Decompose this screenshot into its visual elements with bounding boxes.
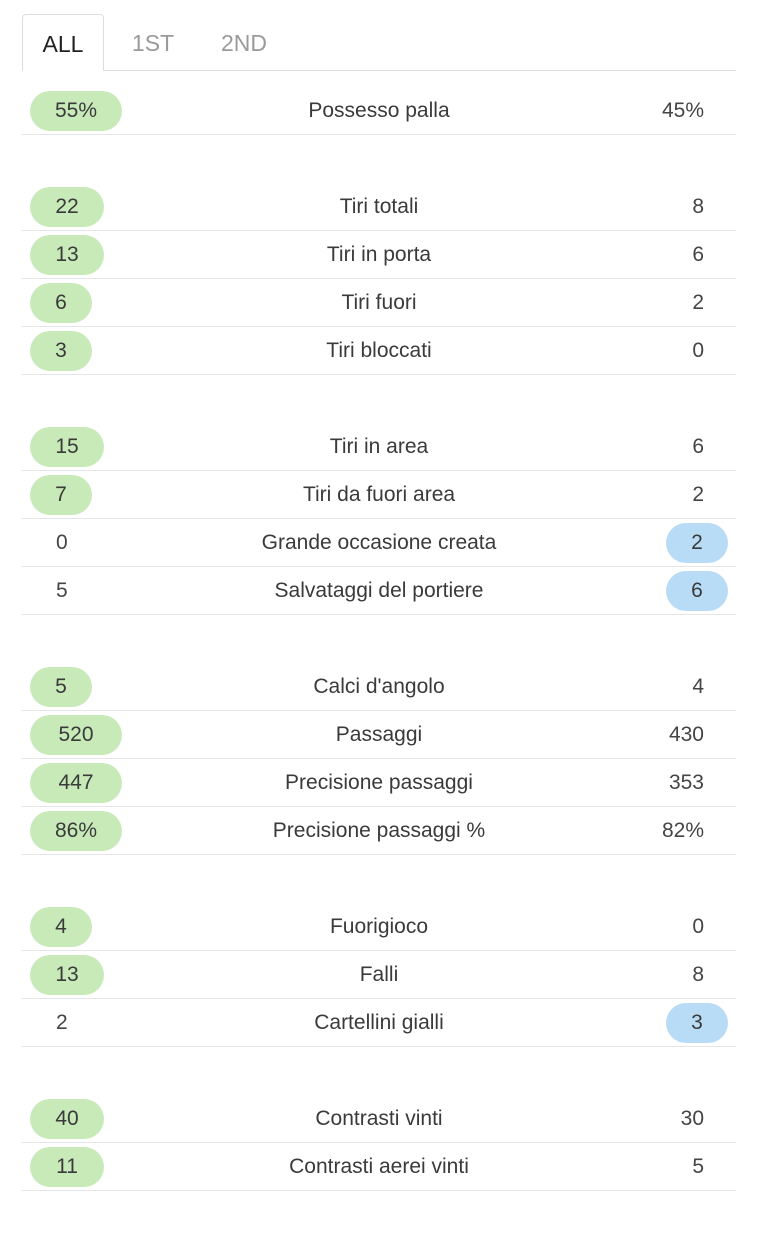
away-value: 45% <box>661 99 704 122</box>
away-value-highlight: 2 <box>666 523 728 563</box>
tab-all[interactable]: ALL <box>22 14 104 71</box>
tab-2nd[interactable]: 2ND <box>220 30 267 56</box>
away-value: 2 <box>692 291 704 314</box>
stat-label: Fuorigioco <box>329 915 429 938</box>
away-value: 5 <box>692 1155 704 1178</box>
stat-row: 22 Tiri totali 8 <box>22 183 736 231</box>
stats-group: 4 Fuorigioco 0 13 Falli 8 2 Cartellini gialli 3 <box>22 903 736 1047</box>
home-value: 5 <box>56 579 68 602</box>
stats-group: 55% Possesso palla 45% <box>22 87 736 135</box>
stat-row: 55% Possesso palla 45% <box>22 87 736 135</box>
home-value-highlight: 22 <box>30 187 104 227</box>
away-value: 82% <box>661 819 704 842</box>
stat-row: 7 Tiri da fuori area 2 <box>22 471 736 519</box>
stat-row: 5 Salvataggi del portiere 6 <box>22 567 736 615</box>
stats-group: 22 Tiri totali 8 13 Tiri in porta 6 6 Tiri fuor… <box>22 183 736 375</box>
stats-group: 15 Tiri in area 6 7 Tiri da fuori area 2 0 Gran… <box>22 423 736 615</box>
stat-row: 520 Passaggi 430 <box>22 711 736 759</box>
stat-label: Calci d'angolo <box>313 675 445 698</box>
home-value-highlight: 447 <box>30 763 122 803</box>
home-value-highlight: 86% <box>30 811 122 851</box>
home-value-highlight: 7 <box>30 475 92 515</box>
away-value: 0 <box>692 915 704 938</box>
home-value-highlight: 520 <box>30 715 122 755</box>
stat-row: 86% Precisione passaggi % 82% <box>22 807 736 855</box>
away-value: 430 <box>668 723 704 746</box>
stat-label: Tiri in area <box>329 435 429 458</box>
stat-row: 15 Tiri in area 6 <box>22 423 736 471</box>
away-value: 6 <box>692 243 704 266</box>
tab-1st[interactable]: 1ST <box>131 30 175 56</box>
stat-row: 2 Cartellini gialli 3 <box>22 999 736 1047</box>
stats-group: 40 Contrasti vinti 30 11 Contrasti aerei vin… <box>22 1095 736 1191</box>
home-value-highlight: 13 <box>30 235 104 275</box>
home-value-highlight: 13 <box>30 955 104 995</box>
stat-row: 13 Tiri in porta 6 <box>22 231 736 279</box>
home-value-highlight: 6 <box>30 283 92 323</box>
stat-label: Tiri totali <box>339 195 419 218</box>
stat-label: Grande occasione creata <box>261 531 497 554</box>
stat-label: Tiri bloccati <box>326 339 432 362</box>
period-tabs: ALL 1ST 2ND <box>22 0 736 71</box>
stat-row: 5 Calci d'angolo 4 <box>22 663 736 711</box>
stat-row: 3 Tiri bloccati 0 <box>22 327 736 375</box>
home-value: 2 <box>56 1011 68 1034</box>
home-value-highlight: 40 <box>30 1099 104 1139</box>
stat-label: Passaggi <box>335 723 423 746</box>
away-value: 8 <box>692 195 704 218</box>
stat-label: Tiri da fuori area <box>302 483 456 506</box>
stat-row: 0 Grande occasione creata 2 <box>22 519 736 567</box>
stat-label: Contrasti aerei vinti <box>289 1155 469 1178</box>
stat-label: Cartellini gialli <box>314 1011 444 1034</box>
home-value-highlight: 55% <box>30 91 122 131</box>
home-value-highlight: 5 <box>30 667 92 707</box>
home-value-highlight: 4 <box>30 907 92 947</box>
stat-row: 4 Fuorigioco 0 <box>22 903 736 951</box>
away-value-highlight: 6 <box>666 571 728 611</box>
home-value-highlight: 15 <box>30 427 104 467</box>
away-value: 6 <box>692 435 704 458</box>
away-value: 4 <box>692 675 704 698</box>
stat-label: Salvataggi del portiere <box>274 579 484 602</box>
home-value: 0 <box>56 531 68 554</box>
stat-label: Tiri fuori <box>341 291 417 314</box>
stat-row: 11 Contrasti aerei vinti 5 <box>22 1143 736 1191</box>
home-value-highlight: 11 <box>30 1147 104 1187</box>
stat-row: 13 Falli 8 <box>22 951 736 999</box>
stat-label: Precisione passaggi % <box>272 819 486 842</box>
away-value: 30 <box>680 1107 704 1130</box>
home-value-highlight: 3 <box>30 331 92 371</box>
stat-row: 6 Tiri fuori 2 <box>22 279 736 327</box>
away-value: 8 <box>692 963 704 986</box>
stats-list: 55% Possesso palla 45% 22 Tiri totali 8 13 Tiri… <box>22 87 736 1191</box>
away-value: 0 <box>692 339 704 362</box>
stat-label: Falli <box>359 963 399 986</box>
stat-row: 447 Precisione passaggi 353 <box>22 759 736 807</box>
stat-label: Contrasti vinti <box>315 1107 443 1130</box>
stat-row: 40 Contrasti vinti 30 <box>22 1095 736 1143</box>
match-stats-panel: ALL 1ST 2ND 55% Possesso palla 45% 22 Tiri t… <box>22 0 736 1239</box>
away-value: 353 <box>668 771 704 794</box>
stat-label: Possesso palla <box>308 99 450 122</box>
stat-label: Tiri in porta <box>326 243 432 266</box>
away-value-highlight: 3 <box>666 1003 728 1043</box>
stats-group: 5 Calci d'angolo 4 520 Passaggi 430 447 Precisi… <box>22 663 736 855</box>
away-value: 2 <box>692 483 704 506</box>
stat-label: Precisione passaggi <box>285 771 473 794</box>
